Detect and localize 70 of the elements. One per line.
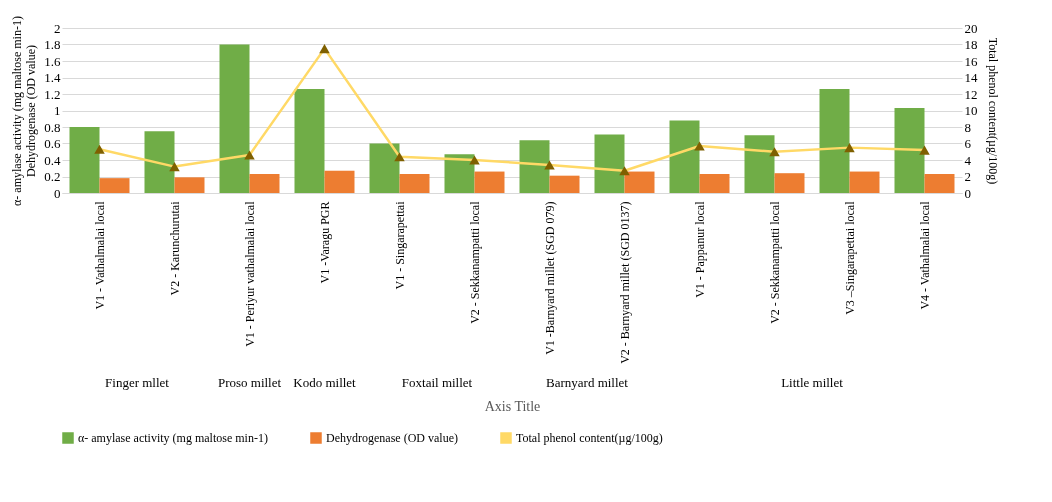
x-tick-label: V1 - Periyur vathalmalai local <box>242 200 257 347</box>
x-tick-label: V2 - Barnyard millet (SGD 0137) <box>617 201 632 364</box>
y2-tick-label: 0 <box>964 185 971 201</box>
y-tick-label: 1.6 <box>44 53 61 69</box>
x-axis-title: Axis Title <box>484 398 541 414</box>
y2-axis-title: Total phenol content(µg/100g) <box>985 37 1000 185</box>
text: Kodo millet <box>293 375 357 390</box>
y2-tick-label: 4 <box>964 152 972 168</box>
bar <box>594 134 625 193</box>
y-tick-label: 0.4 <box>44 152 61 168</box>
bar <box>99 178 130 193</box>
y2-tick-label: 8 <box>964 119 971 135</box>
bar <box>699 174 730 193</box>
x-tick-label: V2 - Sekkanampatti local <box>767 200 782 324</box>
bar <box>219 44 250 193</box>
x-tick-label: V1 - Singarapettai <box>392 200 407 290</box>
bar <box>249 174 280 193</box>
x-tick-label: V3 –Singarapettai local <box>842 200 857 315</box>
y2-tick-label: 14 <box>964 70 978 85</box>
y2-tick-label: 6 <box>964 136 972 151</box>
bar <box>444 154 475 193</box>
bar <box>549 175 580 193</box>
bar <box>744 135 775 193</box>
y2-tick-label: 2 <box>964 169 971 184</box>
bar <box>144 131 175 193</box>
bar <box>774 173 805 193</box>
bar <box>294 89 325 193</box>
legend-label: Dehydrogenase (OD value) <box>326 431 458 445</box>
x-tick-label: V4 - Vathalmalai local <box>917 200 932 310</box>
bar <box>894 108 925 193</box>
bar <box>849 171 880 193</box>
legend-label: Total phenol content(µg/100g) <box>516 431 663 445</box>
legend-label: α- amylase activity (mg maltose min-1) <box>78 431 268 445</box>
x-tick-label: V1 - Pappanur local <box>692 200 707 298</box>
y-tick-label: 0.6 <box>44 136 61 151</box>
y-tick-label: 1.8 <box>44 37 61 52</box>
y-tick-label: 0.8 <box>44 119 61 135</box>
y-axis-title: α- amylase activity (mg maltose min-1) Dehydrogenase (OD value) <box>10 16 39 206</box>
text: Proso millet <box>217 375 282 390</box>
y-tick-label: 2 <box>54 20 61 36</box>
bar <box>519 140 550 193</box>
text: Finger mllet <box>105 375 170 390</box>
x-tick-label: V1 - Vathalmalai local <box>92 200 107 310</box>
x-tick-label: V2 - Sekkanampatti local <box>467 200 482 324</box>
bar <box>69 127 100 193</box>
text: Little millet <box>781 375 844 390</box>
bar <box>624 171 655 193</box>
bar <box>399 174 430 193</box>
bar <box>324 170 355 193</box>
y2-tick-label: 18 <box>964 37 978 52</box>
bar <box>924 174 955 193</box>
y2-tick-label: 12 <box>964 86 978 102</box>
y-tick-label: 1.4 <box>44 70 61 85</box>
bar <box>369 143 400 193</box>
text: Barnyard millet <box>546 375 629 390</box>
y-tick-label: 1.2 <box>44 86 61 102</box>
y2-tick-label: 10 <box>964 103 978 118</box>
bar <box>174 177 205 193</box>
bar <box>669 120 700 193</box>
y-tick-label: 1 <box>54 103 61 118</box>
bar <box>474 171 505 193</box>
y2-tick-label: 16 <box>964 53 978 69</box>
text: Foxtail millet <box>401 375 473 390</box>
x-tick-label: V1 -Barnyard millet (SGD 079) <box>542 201 557 355</box>
x-tick-label: V1 -Varagu PGR <box>317 201 332 284</box>
y2-tick-label: 20 <box>964 20 978 36</box>
x-tick-label: V2 - Karunchurutai <box>167 200 182 296</box>
y-tick-label: 0.2 <box>44 169 61 184</box>
bar <box>819 89 850 193</box>
y-tick-label: 0 <box>54 185 61 201</box>
